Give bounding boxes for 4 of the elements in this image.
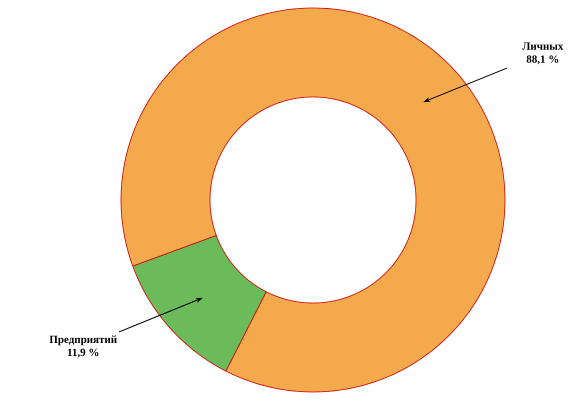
- data-label: 88,1 %: [526, 55, 558, 64]
- slice-label: Предприятий: [50, 335, 117, 346]
- slice-label: Личных: [522, 42, 564, 50]
- data-label: 11,9 %: [68, 348, 98, 358]
